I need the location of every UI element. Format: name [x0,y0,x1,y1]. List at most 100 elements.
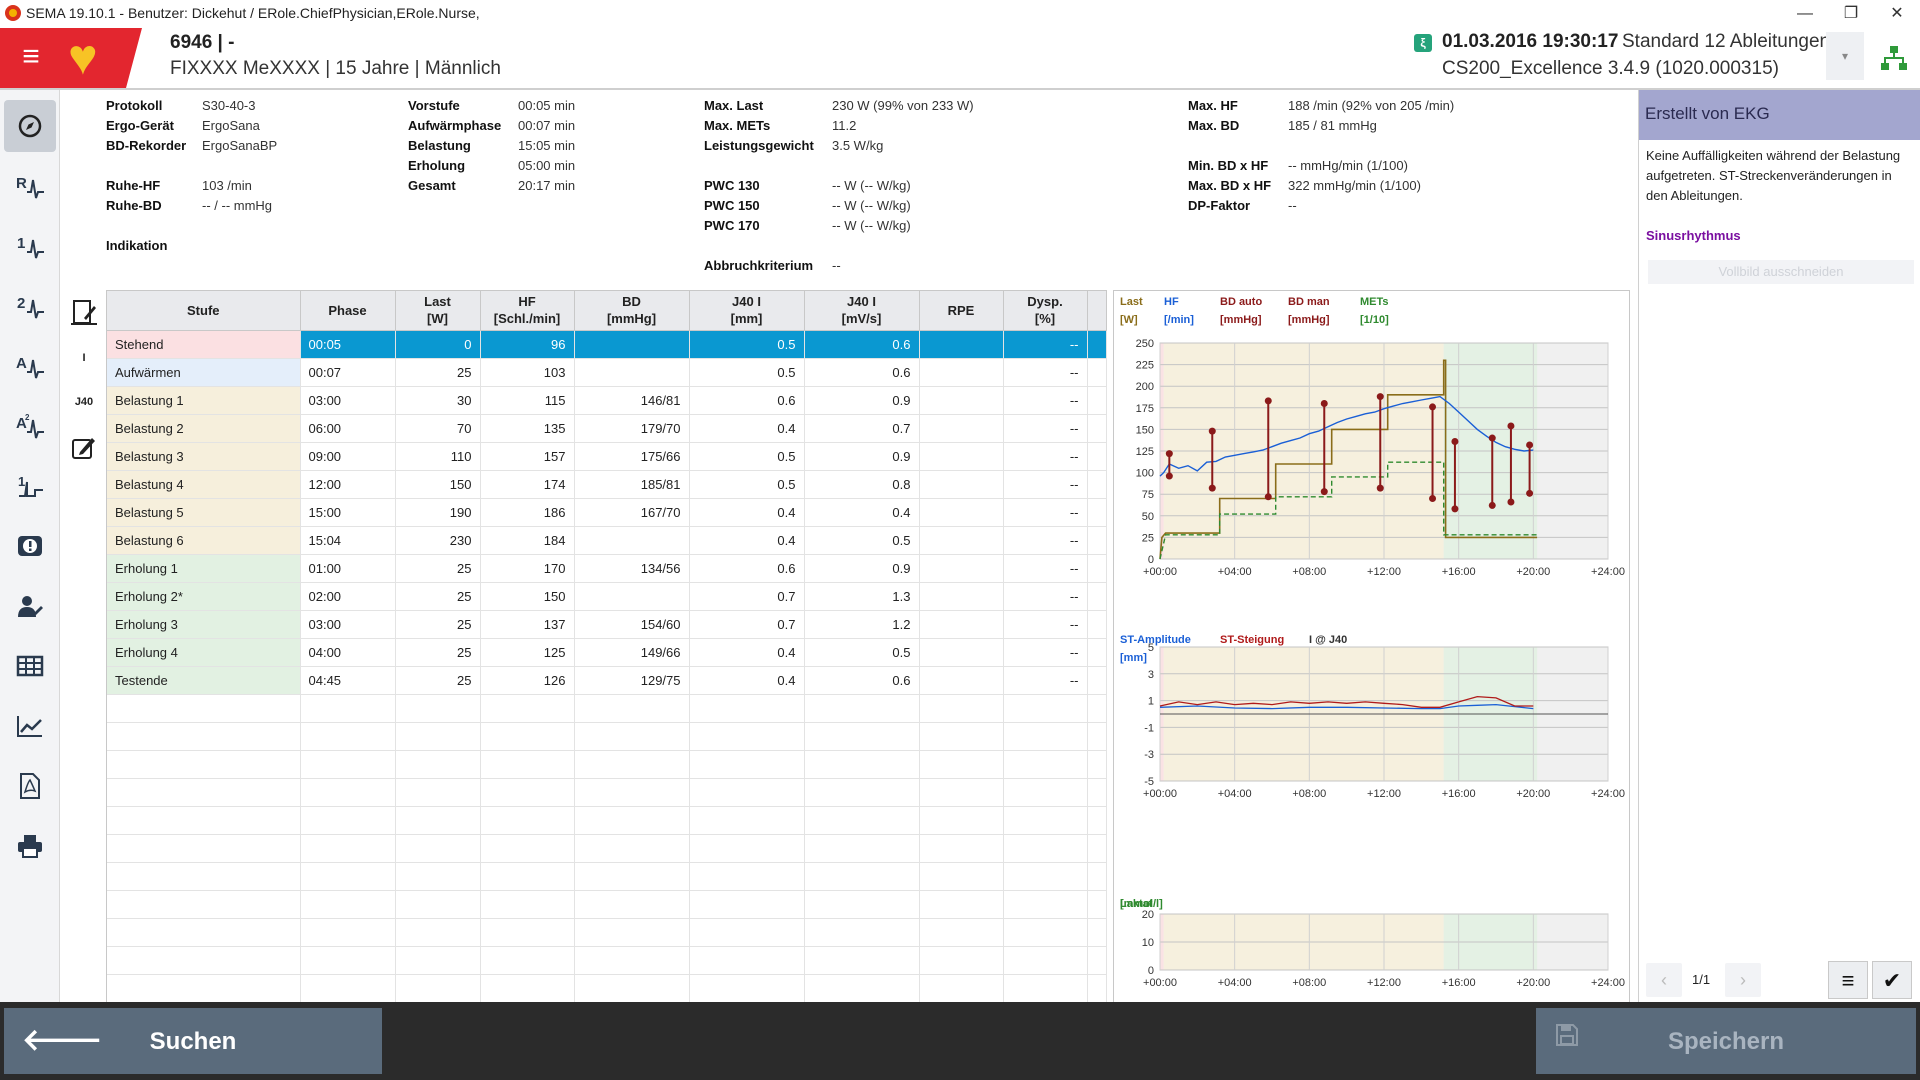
summary-label: Min. BD x HF [1188,158,1269,173]
single-beat-icon[interactable]: 1 [4,460,56,512]
rest-ecg-icon[interactable]: R [4,160,56,212]
series-st-slope-line [1159,695,1534,708]
summary-label: Ruhe-BD [106,198,162,213]
cell-dysp: -- [1003,610,1088,639]
column-header[interactable]: Dysp. [%] [1003,291,1088,331]
x-tick-label: +16:00 [1442,566,1476,578]
table-row[interactable]: Erholung 2* 02:00 25 150 0.7 1.3 -- [107,582,1107,611]
stress-ecg-1-icon[interactable]: 1 [4,220,56,272]
report-title: Erstellt von EKG [1639,90,1920,140]
column-header[interactable]: J40 I [mm] [689,291,805,331]
cell-stufe: Belastung 3 [107,442,301,471]
table-row[interactable]: Erholung 4 04:00 25 125 149/66 0.4 0.5 -- [107,638,1107,667]
cell-stufe: Testende [107,666,301,695]
confirm-check-icon[interactable]: ✔ [1872,961,1912,999]
close-button[interactable]: ✕ [1890,5,1904,22]
cell-empty [480,890,575,919]
column-header[interactable]: HF [Schl./min] [480,291,575,331]
summary-label: Erholung [408,158,466,173]
x-tick-label: +24:00 [1591,977,1625,989]
edit-note-icon[interactable] [66,434,102,468]
table-row[interactable]: Aufwärmen 00:07 25 103 0.5 0.6 -- [107,358,1107,387]
summary-value: 230 W (99% von 233 W) [832,98,974,113]
fullscreen-cut-button[interactable]: Vollbild ausschneiden [1648,260,1914,284]
search-back-button[interactable]: 🡐 Suchen [4,1008,382,1074]
cell-empty [919,918,1004,947]
cell-hf: 96 [480,330,575,359]
pdf-icon[interactable] [4,760,56,812]
save-button[interactable]: Speichern [1536,1008,1916,1074]
cell-spacer [1087,442,1107,471]
minimize-button[interactable]: — [1797,5,1813,22]
y-tick-label: -1 [1144,722,1154,734]
legend-label: HF [1164,296,1179,308]
prev-page-icon[interactable]: ‹ [1646,963,1682,997]
cell-empty [1087,750,1107,779]
cell-dysp: -- [1003,582,1088,611]
table-row-empty [107,890,1107,919]
cell-phase: 01:00 [300,554,396,583]
table-row[interactable]: Belastung 6 15:04 230 184 0.4 0.5 -- [107,526,1107,555]
cell-j40mm: 0.4 [689,666,805,695]
summary-label: PWC 130 [704,178,760,193]
table-row[interactable]: Belastung 5 15:00 190 186 167/70 0.4 0.4 -- [107,498,1107,527]
edit-lead-icon[interactable] [66,298,102,332]
maximize-button[interactable]: ❐ [1843,5,1859,22]
summary-value: 15:05 min [518,138,576,153]
table-row[interactable]: Belastung 4 12:00 150 174 185/81 0.5 0.8 -- [107,470,1107,499]
summary-label: PWC 170 [704,218,760,233]
cell-empty [300,806,396,835]
trend-chart-icon[interactable] [4,700,56,752]
cell-empty [804,806,920,835]
cell-last: 25 [395,358,481,387]
summary-label: Max. BD [1188,118,1240,133]
next-page-icon[interactable]: › [1725,963,1761,997]
cell-empty [395,806,481,835]
table-row[interactable]: Belastung 2 06:00 70 135 179/70 0.4 0.7 -- [107,414,1107,443]
network-icon[interactable] [1880,44,1908,72]
cell-phase: 00:07 [300,358,396,387]
text-list-icon[interactable]: ≡ [1828,961,1868,999]
alert-icon[interactable] [4,520,56,572]
cell-bd: 146/81 [574,386,690,415]
cell-last: 25 [395,554,481,583]
arrow-left-icon: 🡐 [22,1024,103,1057]
user-edit-icon[interactable] [4,580,56,632]
exam-dropdown-icon[interactable]: ▾ [1826,32,1864,80]
column-header[interactable]: Last [W] [395,291,481,331]
print-icon[interactable] [4,820,56,872]
compass-icon[interactable] [4,100,56,152]
hamburger-menu-icon[interactable]: ≡ [0,28,62,88]
summary-value: -- [1288,198,1297,213]
cell-phase: 00:05 [300,330,396,359]
column-header[interactable]: BD [mmHg] [574,291,690,331]
cell-stufe: Erholung 4 [107,638,301,667]
table-row[interactable]: Stehend 00:05 0 96 0.5 0.6 -- [107,330,1107,359]
column-header[interactable]: RPE [919,291,1004,331]
table-row[interactable]: Belastung 3 09:00 110 157 175/66 0.5 0.9 -- [107,442,1107,471]
table-row[interactable]: Erholung 3 03:00 25 137 154/60 0.7 1.2 -- [107,610,1107,639]
y-tick-label: 20 [1142,909,1154,921]
table-row[interactable]: Belastung 1 03:00 30 115 146/81 0.6 0.9 -- [107,386,1107,415]
cell-empty [574,890,690,919]
cell-empty [1003,694,1088,723]
stress-ecg-2-icon[interactable]: 2 [4,280,56,332]
column-header[interactable]: J40 I [mV/s] [804,291,920,331]
table-header-row: Stufe Phase Last [W] HF [Schl./min] BD [mmHg… [107,291,1107,331]
column-header[interactable]: Phase [300,291,396,331]
cell-stufe: Erholung 1 [107,554,301,583]
cell-empty [574,778,690,807]
report-text[interactable]: Keine Auffälligkeiten während der Belast… [1646,148,1901,203]
cell-dysp: -- [1003,638,1088,667]
analysis-ecg-icon[interactable]: A [4,340,56,392]
table-icon[interactable] [4,640,56,692]
exam-datetime: 01.03.2016 19:30:17 [1442,31,1619,52]
cell-j40mvs: 1.3 [804,582,920,611]
page-indicator: 1/1 [1692,972,1711,987]
column-header[interactable]: Stufe [107,291,301,331]
table-row[interactable]: Testende 04:45 25 126 129/75 0.4 0.6 -- [107,666,1107,695]
table-row[interactable]: Erholung 1 01:00 25 170 134/56 0.6 0.9 -- [107,554,1107,583]
summary-value: ErgoSanaBP [202,138,278,153]
svg-text:2: 2 [25,413,30,422]
